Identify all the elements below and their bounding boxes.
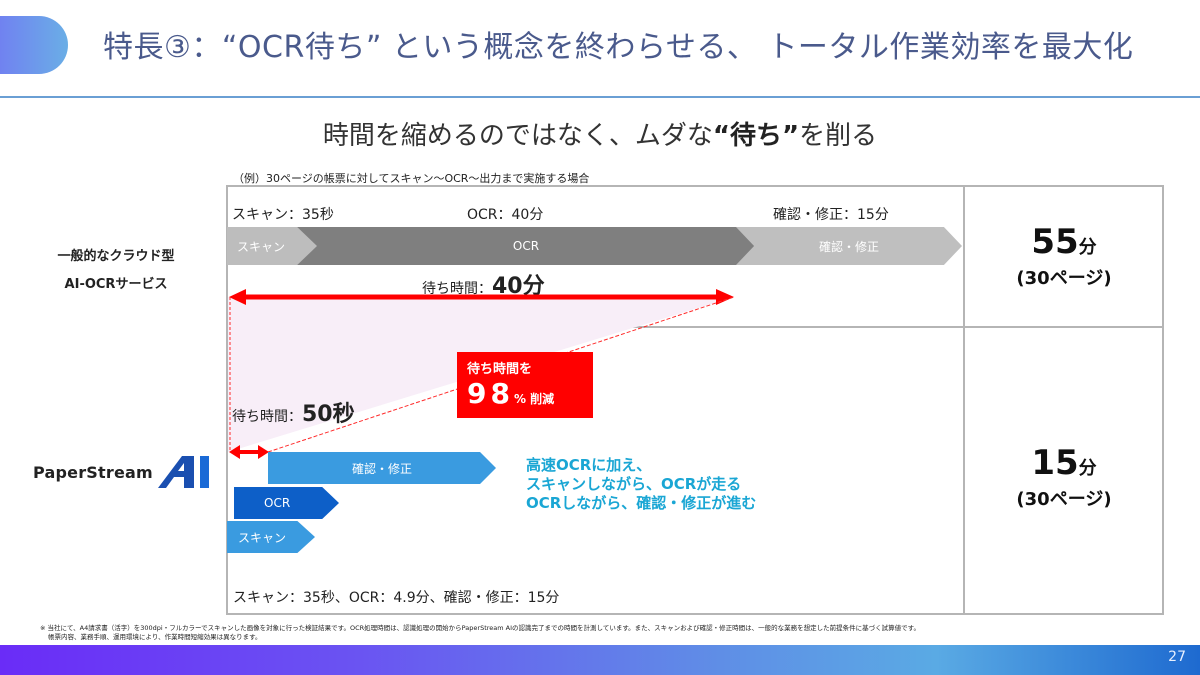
- table-row-divider: [226, 326, 1164, 328]
- benefit-line: 高速OCRに加え、: [526, 456, 652, 474]
- total-number: 55: [1031, 222, 1079, 262]
- total-unit: 分: [1078, 237, 1097, 258]
- cloud-scan-bar: スキャン: [227, 227, 317, 265]
- badge-number: 98: [467, 377, 514, 410]
- cloud-ocr-bar: OCR: [296, 227, 756, 265]
- dashed-diagonal-line: [267, 296, 735, 453]
- subtitle: 時間を縮めるのではなく、ムダな“待ち”を削る: [0, 115, 1200, 152]
- comparison-table: [226, 185, 1164, 615]
- cloud-check-time: 確認・修正：15分: [773, 207, 889, 223]
- header-accent-pill: [0, 16, 68, 74]
- cloud-check-bar: 確認・修正: [736, 227, 962, 265]
- paperstream-ocr-bar: OCR: [234, 487, 339, 519]
- double-arrow-50s-icon: [229, 445, 269, 459]
- footnote-line1: ※ 当社にて、A4請求書（活字）を300dpi・フルカラーでスキャンした画像を対…: [40, 624, 921, 632]
- paperstream-wait-time: 待ち時間：50秒: [232, 396, 355, 428]
- benefit-line: スキャンしながら、OCRが走る: [526, 475, 742, 493]
- ai-logo-mark-icon: [157, 456, 209, 488]
- example-note: （例）30ページの帳票に対してスキャン～OCR～出力まで実施する場合: [233, 172, 590, 185]
- total-pages: (30ページ): [1016, 268, 1112, 289]
- subtitle-pre: 時間を縮めるのではなく、ムダな: [322, 121, 713, 151]
- page-title: 特長③：“OCR待ち” という概念を終わらせる、 トータル作業効率を最大化: [103, 30, 1134, 65]
- paperstream-scan-bar: スキャン: [227, 521, 315, 553]
- paperstream-steps-summary: スキャン：35秒、OCR：4.9分、確認・修正：15分: [233, 590, 560, 606]
- cloud-ocr-time: OCR：40分: [467, 207, 544, 223]
- paperstream-total: 15分 (30ページ): [965, 443, 1163, 511]
- double-arrow-40min-icon: [229, 289, 734, 305]
- cloud-scan-time: スキャン：35秒: [232, 207, 334, 223]
- logo-wordmark: PaperStream: [33, 462, 153, 482]
- footnote-line2: 帳票内容、業務手順、運用環境により、作業時間短縮効果は異なります。: [48, 633, 262, 641]
- footer-bar: [0, 645, 1200, 675]
- badge-suffix: % 削減: [513, 392, 555, 406]
- row-label-cloud-ocr: 一般的なクラウド型 AI-OCRサービス: [26, 243, 206, 299]
- row-label-line2: AI-OCRサービス: [64, 277, 168, 292]
- row-label-line1: 一般的なクラウド型: [57, 249, 175, 264]
- wait-value: 50秒: [302, 402, 355, 427]
- page-number: 27: [1168, 649, 1186, 665]
- benefit-line: OCRしながら、確認・修正が進む: [526, 494, 757, 512]
- total-unit: 分: [1078, 458, 1097, 479]
- wait-prefix: 待ち時間：: [232, 409, 302, 425]
- header-divider: [0, 96, 1200, 98]
- reduction-badge: 待ち時間を 98% 削減: [457, 352, 593, 418]
- total-pages: (30ページ): [1016, 489, 1112, 510]
- wait-prefix: 待ち時間：: [422, 281, 492, 297]
- cloud-total: 55分 (30ページ): [965, 222, 1163, 290]
- paperstream-ai-logo: PaperStream: [33, 455, 212, 489]
- paperstream-check-bar: 確認・修正: [268, 452, 496, 484]
- total-number: 15: [1031, 443, 1079, 483]
- subtitle-emphasis: “待ち”: [712, 121, 800, 151]
- footnote: ※ 当社にて、A4請求書（活字）を300dpi・フルカラーでスキャンした画像を対…: [40, 624, 920, 642]
- paperstream-benefits: 高速OCRに加え、 スキャンしながら、OCRが走る OCRしながら、確認・修正が…: [526, 456, 756, 513]
- badge-line1: 待ち時間を: [467, 362, 533, 377]
- table-column-divider: [963, 185, 965, 615]
- subtitle-post: を削る: [799, 121, 878, 151]
